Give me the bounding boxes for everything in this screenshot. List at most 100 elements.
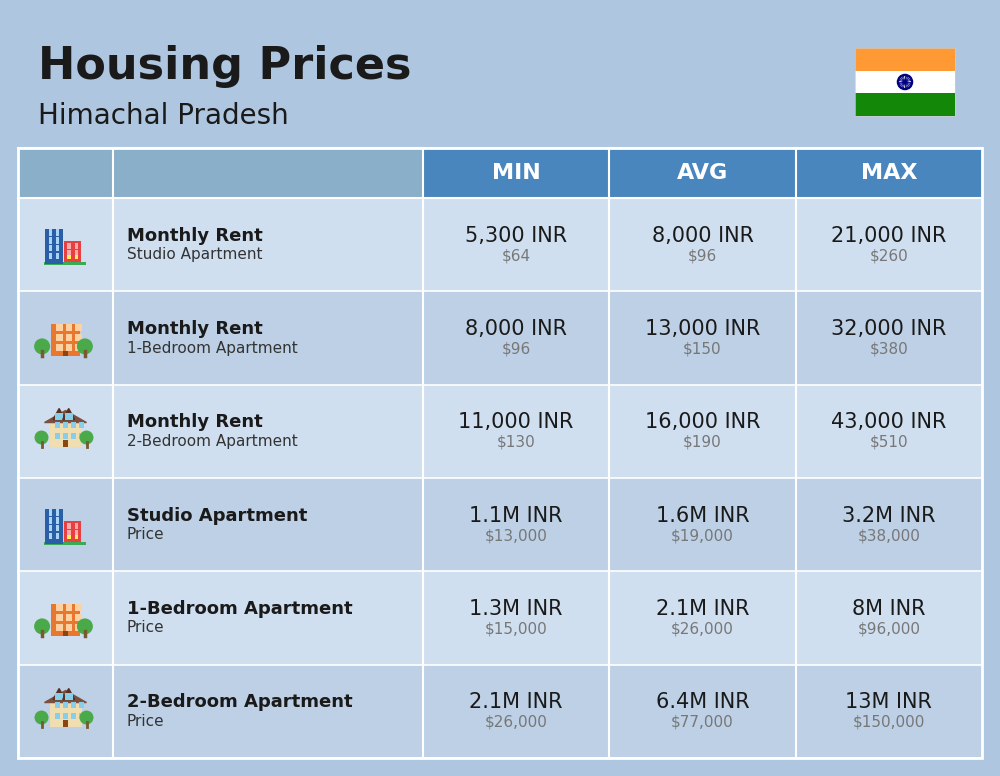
Bar: [18, 291, 982, 385]
Text: 1.1M INR: 1.1M INR: [469, 506, 563, 525]
Text: $150: $150: [683, 341, 722, 356]
Bar: [66, 334, 72, 341]
Bar: [70, 702, 76, 708]
Text: $96: $96: [502, 341, 531, 356]
Bar: [65, 413, 73, 420]
Bar: [855, 48, 955, 71]
Bar: [75, 624, 82, 631]
Bar: [51, 605, 80, 636]
Text: Monthly Rent: Monthly Rent: [127, 320, 263, 338]
Bar: [56, 345, 62, 351]
Text: $19,000: $19,000: [671, 528, 734, 543]
Bar: [56, 615, 62, 621]
Text: 2-Bedroom Apartment: 2-Bedroom Apartment: [127, 434, 298, 449]
Text: 21,000 INR: 21,000 INR: [831, 226, 947, 246]
Bar: [78, 712, 84, 719]
Bar: [54, 422, 60, 428]
Bar: [67, 535, 71, 539]
Text: 43,000 INR: 43,000 INR: [831, 412, 947, 432]
Bar: [49, 245, 52, 251]
Bar: [75, 345, 82, 351]
Bar: [56, 624, 62, 631]
Polygon shape: [63, 408, 75, 420]
Bar: [67, 251, 71, 256]
Text: 13M INR: 13M INR: [845, 692, 932, 712]
Bar: [63, 631, 68, 636]
Bar: [75, 324, 82, 331]
Bar: [63, 720, 68, 726]
Polygon shape: [53, 688, 65, 699]
Circle shape: [34, 711, 48, 725]
Text: Studio Apartment: Studio Apartment: [127, 507, 307, 525]
Bar: [855, 93, 955, 116]
Text: 1.6M INR: 1.6M INR: [656, 506, 749, 525]
Bar: [66, 345, 72, 351]
Bar: [75, 530, 78, 536]
Text: $510: $510: [870, 435, 908, 450]
Bar: [70, 432, 76, 438]
Bar: [56, 525, 59, 532]
Bar: [70, 712, 76, 719]
Bar: [62, 712, 68, 719]
Bar: [63, 440, 68, 446]
Text: MAX: MAX: [861, 163, 917, 183]
Text: 32,000 INR: 32,000 INR: [831, 319, 947, 339]
Circle shape: [904, 81, 906, 84]
Text: $26,000: $26,000: [671, 622, 734, 636]
Bar: [18, 198, 982, 291]
Text: 11,000 INR: 11,000 INR: [458, 412, 574, 432]
Text: 2.1M INR: 2.1M INR: [469, 692, 563, 712]
Bar: [44, 542, 86, 546]
Text: $96,000: $96,000: [857, 622, 920, 636]
Bar: [18, 385, 982, 478]
Bar: [18, 148, 982, 758]
Bar: [75, 615, 82, 621]
Bar: [56, 518, 59, 524]
Bar: [70, 422, 76, 428]
Bar: [855, 48, 955, 116]
Bar: [54, 702, 60, 708]
Text: MIN: MIN: [492, 163, 541, 183]
Text: 1-Bedroom Apartment: 1-Bedroom Apartment: [127, 600, 353, 618]
Bar: [65, 692, 73, 699]
Bar: [50, 702, 82, 726]
Bar: [44, 262, 86, 265]
Bar: [66, 324, 72, 331]
Bar: [49, 253, 52, 259]
Bar: [56, 230, 59, 236]
Bar: [54, 432, 60, 438]
Text: 1-Bedroom Apartment: 1-Bedroom Apartment: [127, 341, 298, 355]
Text: Housing Prices: Housing Prices: [38, 44, 412, 88]
Bar: [49, 533, 52, 539]
Polygon shape: [63, 688, 75, 699]
Bar: [49, 230, 52, 236]
Bar: [50, 423, 82, 446]
Text: $190: $190: [683, 435, 722, 450]
Bar: [18, 571, 982, 665]
Circle shape: [77, 338, 93, 355]
Text: 5,300 INR: 5,300 INR: [465, 226, 567, 246]
Bar: [64, 241, 81, 262]
Text: $64: $64: [502, 248, 531, 263]
Bar: [56, 509, 59, 516]
Bar: [67, 523, 71, 528]
Bar: [75, 251, 78, 256]
Bar: [55, 692, 63, 699]
Text: $96: $96: [688, 248, 717, 263]
Bar: [45, 229, 63, 265]
Text: 8,000 INR: 8,000 INR: [652, 226, 754, 246]
Text: $77,000: $77,000: [671, 715, 734, 730]
Bar: [56, 245, 59, 251]
Bar: [49, 525, 52, 532]
Circle shape: [34, 338, 50, 355]
Text: 16,000 INR: 16,000 INR: [645, 412, 760, 432]
Bar: [63, 351, 68, 356]
Text: 2.1M INR: 2.1M INR: [656, 599, 749, 619]
Bar: [55, 413, 63, 420]
Text: $150,000: $150,000: [853, 715, 925, 730]
Bar: [62, 702, 68, 708]
Bar: [51, 324, 80, 356]
Text: 3.2M INR: 3.2M INR: [842, 506, 936, 525]
Text: 8,000 INR: 8,000 INR: [465, 319, 567, 339]
Text: 13,000 INR: 13,000 INR: [645, 319, 760, 339]
